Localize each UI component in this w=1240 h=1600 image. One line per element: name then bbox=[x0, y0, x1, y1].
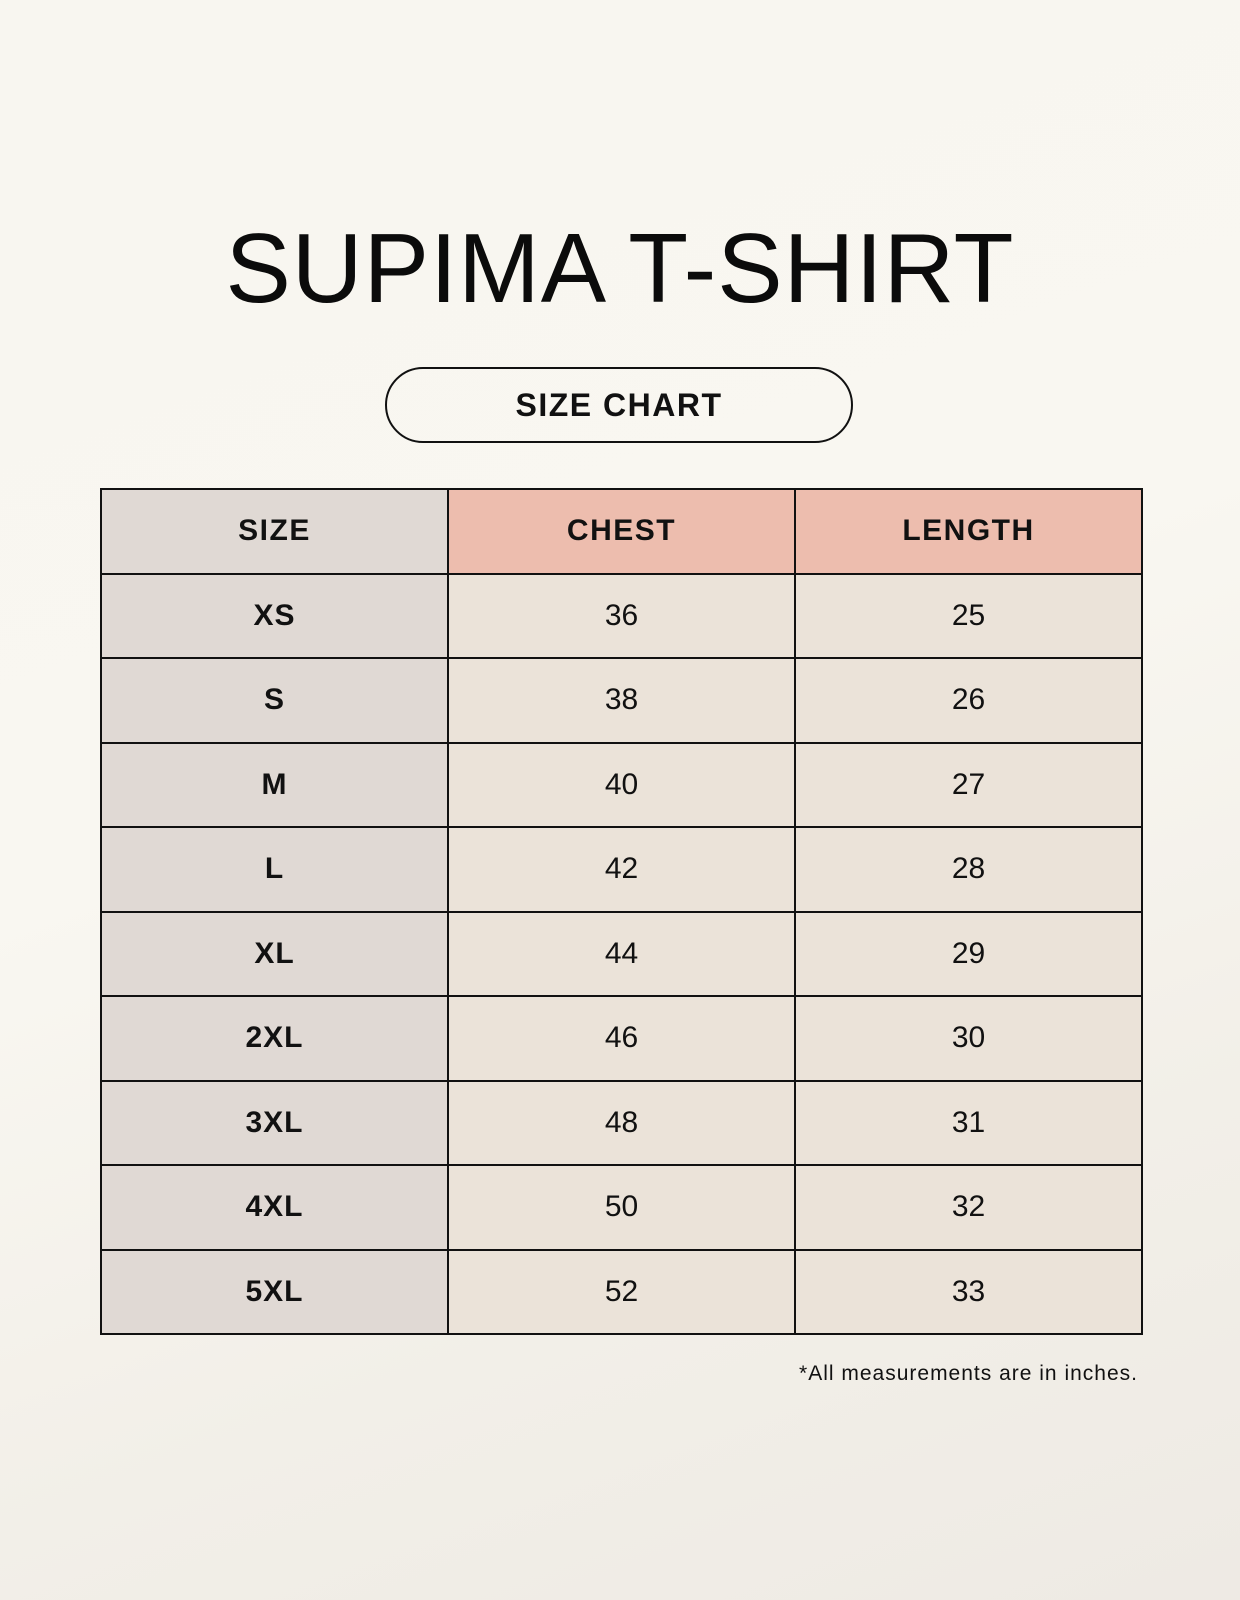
size-chart-badge: SIZE CHART bbox=[385, 367, 853, 443]
table-row: 2XL 46 30 bbox=[100, 995, 1143, 1082]
table-row: 3XL 48 31 bbox=[100, 1079, 1143, 1166]
length-cell: 31 bbox=[794, 1079, 1143, 1166]
chest-cell: 48 bbox=[447, 1079, 796, 1166]
size-cell: XS bbox=[100, 572, 449, 659]
chest-cell: 40 bbox=[447, 741, 796, 828]
chest-cell: 36 bbox=[447, 572, 796, 659]
size-cell: M bbox=[100, 741, 449, 828]
chest-cell: 50 bbox=[447, 1164, 796, 1251]
length-cell: 27 bbox=[794, 741, 1143, 828]
page-title: SUPIMA T-SHIRT bbox=[225, 213, 1015, 323]
size-cell: 5XL bbox=[100, 1248, 449, 1335]
size-cell: 4XL bbox=[100, 1164, 449, 1251]
chest-cell: 38 bbox=[447, 657, 796, 744]
length-cell: 33 bbox=[794, 1248, 1143, 1335]
size-cell: 2XL bbox=[100, 995, 449, 1082]
header-size: SIZE bbox=[100, 488, 449, 575]
header-length: LENGTH bbox=[794, 488, 1143, 575]
size-cell: L bbox=[100, 826, 449, 913]
chest-cell: 46 bbox=[447, 995, 796, 1082]
table-row: L 42 28 bbox=[100, 826, 1143, 913]
length-cell: 32 bbox=[794, 1164, 1143, 1251]
table-row: M 40 27 bbox=[100, 741, 1143, 828]
length-cell: 26 bbox=[794, 657, 1143, 744]
table-row: 5XL 52 33 bbox=[100, 1248, 1143, 1335]
size-chart-table: SIZE CHEST LENGTH XS 36 25 S 38 26 M 40 27 L 42 28 X… bbox=[100, 488, 1143, 1335]
table-row: XL 44 29 bbox=[100, 910, 1143, 997]
length-cell: 29 bbox=[794, 910, 1143, 997]
footnote: *All measurements are in inches. bbox=[799, 1362, 1138, 1385]
length-cell: 30 bbox=[794, 995, 1143, 1082]
header-chest: CHEST bbox=[447, 488, 796, 575]
length-cell: 25 bbox=[794, 572, 1143, 659]
length-cell: 28 bbox=[794, 826, 1143, 913]
size-cell: XL bbox=[100, 910, 449, 997]
chest-cell: 44 bbox=[447, 910, 796, 997]
table-row: 4XL 50 32 bbox=[100, 1164, 1143, 1251]
table-header-row: SIZE CHEST LENGTH bbox=[100, 488, 1143, 575]
chest-cell: 42 bbox=[447, 826, 796, 913]
table-row: XS 36 25 bbox=[100, 572, 1143, 659]
table-row: S 38 26 bbox=[100, 657, 1143, 744]
size-cell: 3XL bbox=[100, 1079, 449, 1166]
size-cell: S bbox=[100, 657, 449, 744]
chest-cell: 52 bbox=[447, 1248, 796, 1335]
